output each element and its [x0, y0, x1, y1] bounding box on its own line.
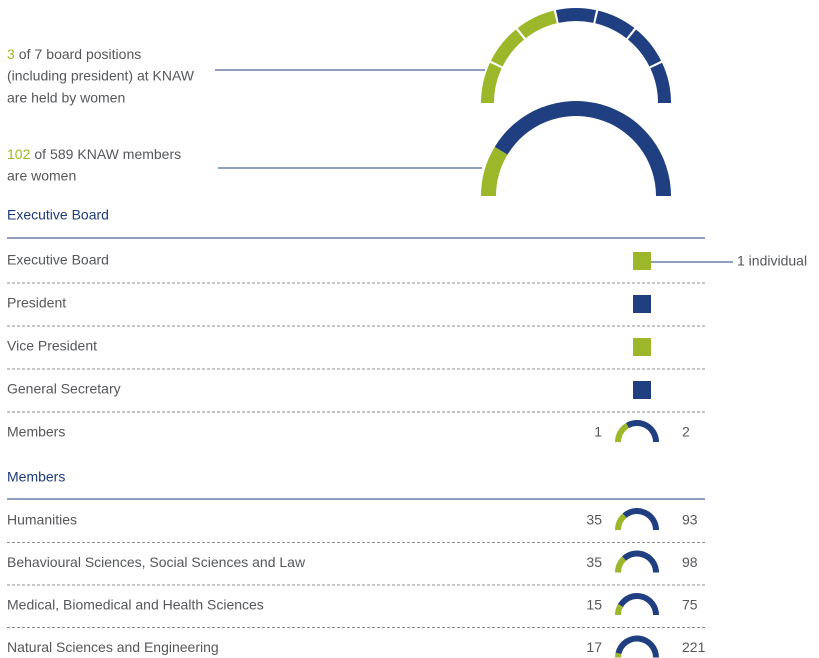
row-label: President	[7, 295, 66, 311]
gauge-women	[615, 422, 629, 442]
row-label: Behavioural Sciences, Social Sciences an…	[7, 554, 306, 570]
highlight-number: 102	[7, 146, 31, 162]
gauge-segment-men	[650, 62, 671, 103]
row-label: Medical, Biomedical and Health Sciences	[7, 597, 264, 613]
gauge-men	[622, 508, 659, 530]
gauge-men	[615, 635, 659, 658]
section-title: Executive Board	[7, 207, 109, 223]
women-count: 35	[586, 554, 602, 570]
summary-line: 102 of 589 KNAW members	[7, 146, 181, 162]
men-count: 75	[682, 597, 698, 613]
summary-line: are held by women	[7, 90, 125, 106]
gauge-segment-women	[490, 29, 525, 67]
row-label: General Secretary	[7, 381, 121, 397]
summary-line: 3 of 7 board positions	[7, 46, 141, 62]
men-count: 98	[682, 554, 698, 570]
gauge-segment-women	[517, 10, 557, 39]
men-count: 221	[682, 639, 706, 655]
summary-text: KNAW members	[77, 146, 181, 162]
gender-square	[633, 252, 651, 270]
summary-text: of	[34, 146, 46, 162]
gauge-segment-women	[481, 62, 502, 103]
gauge-segment-men	[555, 8, 597, 23]
annotation: 1 individual	[737, 253, 807, 269]
summary-text: of	[19, 46, 31, 62]
section-title: Members	[7, 469, 65, 485]
gauge-women	[481, 146, 508, 196]
gauge-segment-men	[627, 29, 662, 67]
gauge-women	[615, 556, 627, 573]
summary-text: board positions	[46, 46, 141, 62]
summary-number: 7	[34, 46, 42, 62]
women-count: 17	[586, 639, 602, 655]
gauge-men	[622, 550, 659, 573]
gender-square	[633, 295, 651, 313]
row-label: Vice President	[7, 338, 97, 354]
women-count: 35	[586, 512, 602, 528]
summary-line: (including president) at KNAW	[7, 68, 195, 84]
gauge-segment-men	[595, 10, 635, 39]
men-count: 93	[682, 512, 698, 528]
row-label: Executive Board	[7, 252, 109, 268]
row-label: Natural Sciences and Engineering	[7, 639, 219, 655]
gender-square	[633, 338, 651, 356]
gauge-women	[615, 652, 622, 658]
women-count: 15	[586, 597, 602, 613]
row-label: Humanities	[7, 512, 77, 528]
men-count: 2	[682, 424, 690, 440]
gauge-women	[615, 513, 627, 530]
gauge-men	[617, 593, 659, 615]
gauge-men	[626, 420, 659, 442]
highlight-number: 3	[7, 46, 15, 62]
gender-square	[633, 381, 651, 399]
summary-line: are women	[7, 168, 76, 184]
women-count: 1	[594, 424, 602, 440]
gauge-men	[494, 101, 671, 196]
row-label: Members	[7, 424, 65, 440]
gauge-women	[615, 604, 624, 615]
summary-number: 589	[50, 146, 74, 162]
